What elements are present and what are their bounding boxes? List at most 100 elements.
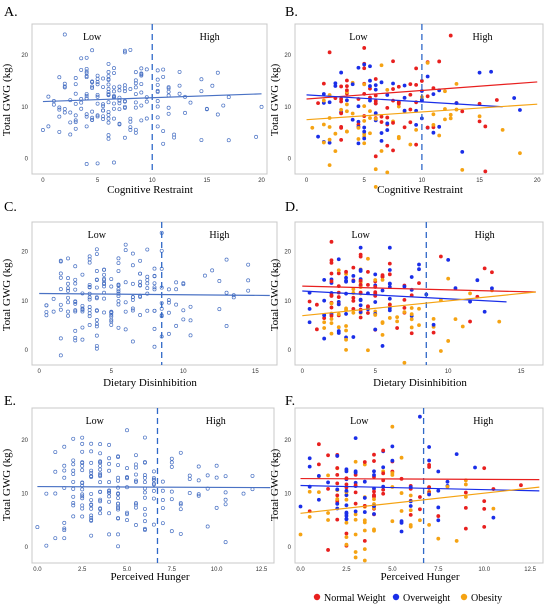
data-point [142,512,147,517]
data-point [387,268,392,272]
scatter-points [40,32,264,166]
data-point [446,276,451,281]
data-point [89,506,94,511]
data-point [106,61,111,66]
legend-marker [313,593,321,601]
data-point [73,91,78,96]
data-point [151,496,156,501]
data-point [425,125,430,130]
plot-frame [294,23,544,175]
data-point [463,495,468,499]
y-tick-label: 0 [288,156,292,162]
x-tick-label: 2.5 [78,567,87,573]
data-point [408,120,413,125]
data-point [109,309,114,314]
data-point [57,107,62,112]
data-point [344,497,349,502]
data-point [62,84,67,89]
data-point [482,499,487,504]
data-point [89,468,94,473]
data-point [178,502,183,507]
data-point [98,474,103,479]
data-point [90,117,95,122]
data-point [87,297,92,302]
data-point [133,92,138,96]
data-point [80,435,85,440]
data-point [437,124,442,129]
data-point [101,76,105,81]
data-point [46,94,51,99]
data-point [353,509,358,514]
data-point [329,258,334,263]
data-point [128,87,133,91]
data-point [101,117,105,121]
data-point [84,93,89,98]
data-point [339,107,344,112]
plot-frame [31,407,275,564]
data-point [87,305,92,309]
data-point [214,475,219,480]
y-tick-label: 0 [25,545,29,551]
data-point [177,91,182,96]
data-point [259,104,264,109]
data-point [356,125,361,130]
data-point [373,83,378,88]
data-point [356,137,361,141]
high-region-label: High [472,32,492,43]
data-point [399,491,404,495]
data-point [94,285,99,290]
data-point [79,67,84,72]
fit-line-all [39,292,270,297]
data-point [134,502,138,507]
data-point [87,254,92,259]
x-tick-label: 20 [258,178,265,184]
data-point [106,70,111,74]
data-point [362,125,367,130]
scatter-points [35,428,255,549]
data-point [94,317,99,322]
data-point [353,555,358,560]
data-point [102,276,107,281]
data-point [57,75,62,80]
data-point [335,497,340,501]
data-point [408,82,413,87]
panel-b: B. Total GWG (kg) Cognitive Restraint 0 5 10 1… [269,5,544,196]
data-point [321,81,326,86]
data-point [214,463,219,468]
data-point [112,89,116,94]
data-point [122,99,127,104]
data-point [385,87,390,92]
data-point [84,112,89,117]
y-tick-label: 0 [288,545,292,551]
data-point [89,513,94,518]
data-point [134,479,138,484]
data-point [395,326,400,330]
data-point [381,487,386,492]
data-point [106,120,111,125]
data-point [373,300,378,304]
data-point [66,300,70,305]
data-point [155,82,160,87]
data-point [80,483,85,488]
data-point [44,303,49,308]
data-point [344,275,348,280]
data-point [391,87,395,91]
data-point [385,143,390,148]
data-point [310,125,315,130]
data-point [316,101,320,106]
data-point [431,130,436,135]
y-tick-label: 0 [288,348,292,354]
high-region-label: High [475,230,495,241]
data-point [133,70,138,75]
data-point [494,98,499,102]
data-point [94,269,99,273]
x-tick-label: 15 [518,369,525,375]
data-point [151,469,156,474]
data-point [155,104,160,109]
data-point [336,331,341,335]
data-point [196,464,201,469]
data-point [101,85,105,89]
high-region-label: High [200,32,220,43]
data-point [356,141,361,146]
